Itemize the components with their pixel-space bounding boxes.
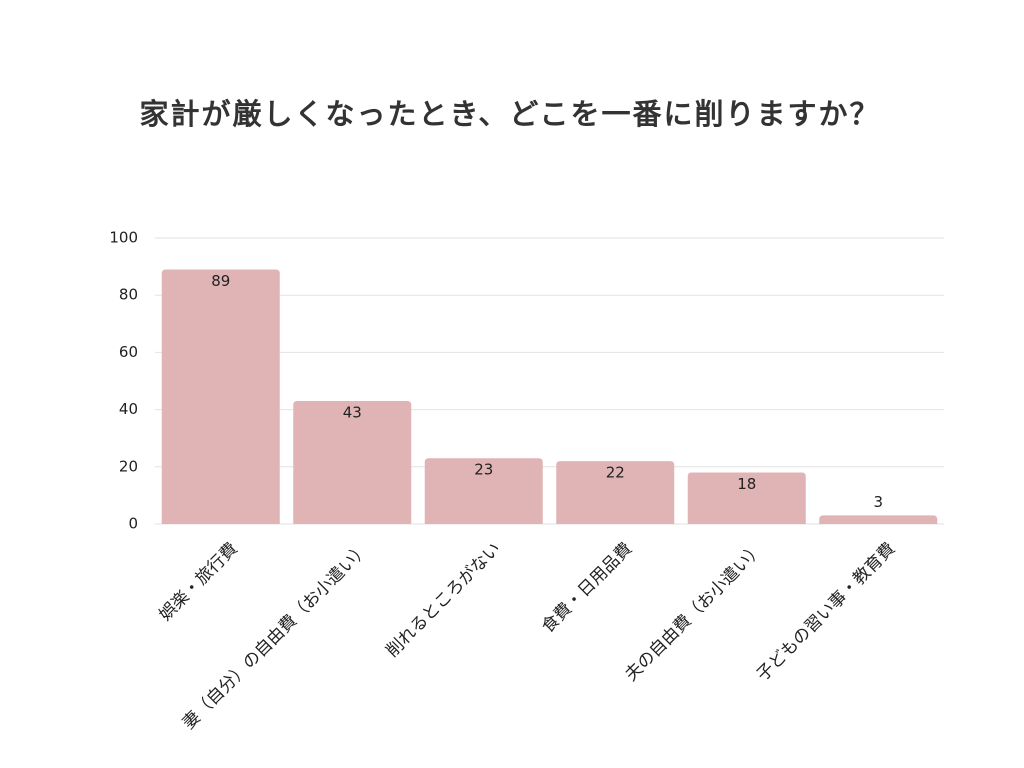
bar	[556, 461, 675, 524]
x-tick-label: 娯楽・旅行費	[156, 539, 242, 625]
y-tick-label: 0	[128, 515, 138, 533]
bar	[819, 515, 938, 524]
bar	[161, 269, 280, 524]
value-label: 22	[606, 464, 625, 482]
y-tick-label: 100	[109, 229, 138, 247]
chart-title: 家計が厳しくなったとき、どこを一番に削りますか？	[139, 97, 880, 131]
y-tick-label: 20	[119, 457, 138, 475]
value-label: 89	[211, 272, 230, 290]
x-tick-label: 削れるところがない	[382, 539, 504, 661]
x-tick-label: 食費・日用品費	[538, 539, 636, 637]
value-label: 18	[737, 475, 756, 493]
y-tick-label: 60	[119, 343, 138, 361]
x-tick-label: 夫の自由費（お小遣い）	[621, 539, 767, 685]
bar	[293, 401, 412, 524]
value-label: 3	[873, 493, 883, 511]
bar	[687, 472, 806, 524]
bar	[424, 458, 543, 524]
x-tick-label: 子どもの習い事・教育費	[753, 539, 899, 685]
y-tick-label: 40	[119, 400, 138, 418]
value-label: 23	[474, 461, 493, 479]
y-tick-label: 80	[119, 286, 138, 304]
value-label: 43	[343, 404, 362, 422]
